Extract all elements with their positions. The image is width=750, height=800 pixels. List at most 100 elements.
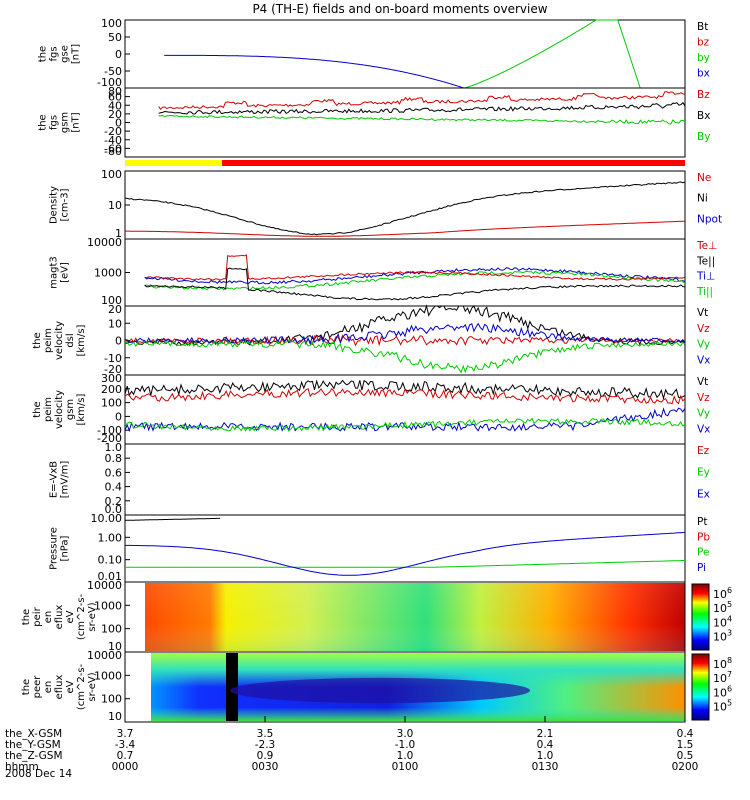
y-tick-label: -100 xyxy=(97,424,122,437)
orbit-value: 3.0 xyxy=(397,728,414,740)
orbit-value: 0.9 xyxy=(257,750,274,762)
y-tick-label: 0.8 xyxy=(105,452,123,465)
y-tick-label: 0.4 xyxy=(105,481,123,494)
data-gap xyxy=(226,653,238,721)
by-line xyxy=(158,114,686,125)
orbit-row-label: the_X-GSM xyxy=(5,728,62,740)
y-tick-label: 0.0 xyxy=(105,503,123,516)
ti-par-line xyxy=(144,270,686,291)
y-axis-label: magt3[eV] xyxy=(49,256,71,289)
vz-line xyxy=(124,334,686,347)
y-tick-label: 10 xyxy=(108,640,122,653)
colorbar xyxy=(691,583,710,651)
panel-frame xyxy=(124,170,686,240)
orbit-value: 0200 xyxy=(672,761,699,773)
y-tick-label: 0 xyxy=(115,410,122,423)
orbit-value: 0130 xyxy=(532,761,559,773)
orbit-value: 0100 xyxy=(392,761,419,773)
y-tick-label: 10000 xyxy=(87,579,122,592)
y-tick-label: 100 xyxy=(101,168,122,181)
colorbar-tick-label: 107 xyxy=(713,670,732,685)
spectrogram-shade xyxy=(145,583,685,651)
orbit-value: 0.7 xyxy=(117,750,134,762)
y-tick-label: 0 xyxy=(115,48,122,61)
vx-line xyxy=(124,322,686,346)
pi-line xyxy=(125,531,686,576)
y-tick-label: 1000 xyxy=(94,267,122,280)
colorbar-tick-label: 106 xyxy=(713,586,732,601)
y-tick-label: 10 xyxy=(108,317,122,330)
y-axis-label: thefgsgse[nT] xyxy=(38,44,82,64)
y-tick-label: 60 xyxy=(108,91,122,104)
legend-entry: Vt xyxy=(697,307,708,319)
colorbar-tick-label: 103 xyxy=(713,629,732,644)
legend-entry: Bx xyxy=(697,110,710,122)
colorbar-tick-label: 105 xyxy=(713,699,732,714)
legend-entry: Pe xyxy=(697,547,709,559)
orbit-value: -2.3 xyxy=(255,739,276,751)
orbit-value: 2.1 xyxy=(537,728,554,740)
y-tick-label: 0.6 xyxy=(105,466,123,479)
orbit-value: 0000 xyxy=(112,761,139,773)
legend-entry: Vz xyxy=(697,392,710,404)
date-label: 2008 Dec 14 xyxy=(5,768,72,780)
colorbar xyxy=(691,653,710,721)
ti-perp-line xyxy=(144,267,686,285)
y-axis-label: thepeirenefluxeV(cm^2-s-sr-eV) xyxy=(21,593,98,640)
y-axis-label: E=-VxB[mV/m] xyxy=(49,461,71,499)
y-tick-label: 10000 xyxy=(87,649,122,662)
colorbar-tick-label: 108 xyxy=(713,656,732,671)
panel-temperature: 10000 1000 100 magt3[eV] Te⊥ Te|| Ti⊥ Ti|| xyxy=(49,236,718,307)
y-tick-label: 10000 xyxy=(87,236,122,249)
y-tick-label: 100 xyxy=(101,623,122,636)
panel-frame xyxy=(124,374,686,445)
legend-entry: Ex xyxy=(697,488,710,500)
y-tick-label: -50 xyxy=(104,65,122,78)
legend-entry: Vy xyxy=(697,408,710,420)
orbit-bar-red xyxy=(222,160,685,166)
orbit-value: 0.5 xyxy=(677,750,694,762)
legend-entry: Vx xyxy=(697,423,710,435)
y-tick-label: 1000 xyxy=(94,669,122,682)
y-tick-label: 100 xyxy=(101,294,122,307)
y-axis-label: Pressure[nPa] xyxy=(49,527,71,570)
legend-entry: Pi xyxy=(697,562,706,574)
legend-entry: Npot xyxy=(697,213,722,225)
y-tick-label: 100 xyxy=(101,397,122,410)
orbit-value: 1.5 xyxy=(677,739,694,751)
legend-entry: Te|| xyxy=(696,255,715,267)
no-data xyxy=(145,653,151,721)
legend-entry: Pt xyxy=(697,516,707,528)
panel-frame xyxy=(124,443,686,516)
by-line xyxy=(463,19,618,89)
y-tick-label: -60 xyxy=(104,142,122,155)
y-tick-label: 10 xyxy=(108,199,122,212)
y-tick-label: 1.00 xyxy=(98,531,123,544)
by-line-end xyxy=(617,19,641,89)
orbit-value: 1.0 xyxy=(397,750,414,762)
ne-line xyxy=(125,220,686,237)
legend-entry: Bt xyxy=(697,21,708,33)
orbit-bar-yellow xyxy=(125,160,222,166)
y-tick-label: 0 xyxy=(115,335,122,348)
vy-line xyxy=(124,417,686,432)
y-tick-label: -200 xyxy=(97,432,122,445)
orbit-value: -3.4 xyxy=(115,739,136,751)
te-perp-line xyxy=(144,254,686,281)
y-tick-label: -80 xyxy=(104,145,122,158)
y-axis-label: thepeimvelocitygsm[km/s] xyxy=(32,390,87,429)
panel-frame xyxy=(124,19,686,89)
legend-entry: Ti|| xyxy=(696,286,713,298)
te-par-line xyxy=(144,267,686,301)
y-tick-label: 40 xyxy=(108,99,122,112)
orbit-value: 0030 xyxy=(252,761,279,773)
legend-entry: By xyxy=(697,131,710,143)
colorbar-tick-label: 104 xyxy=(713,614,732,629)
y-tick-label: 50 xyxy=(108,31,122,44)
y-tick-label: 0 xyxy=(115,117,122,130)
